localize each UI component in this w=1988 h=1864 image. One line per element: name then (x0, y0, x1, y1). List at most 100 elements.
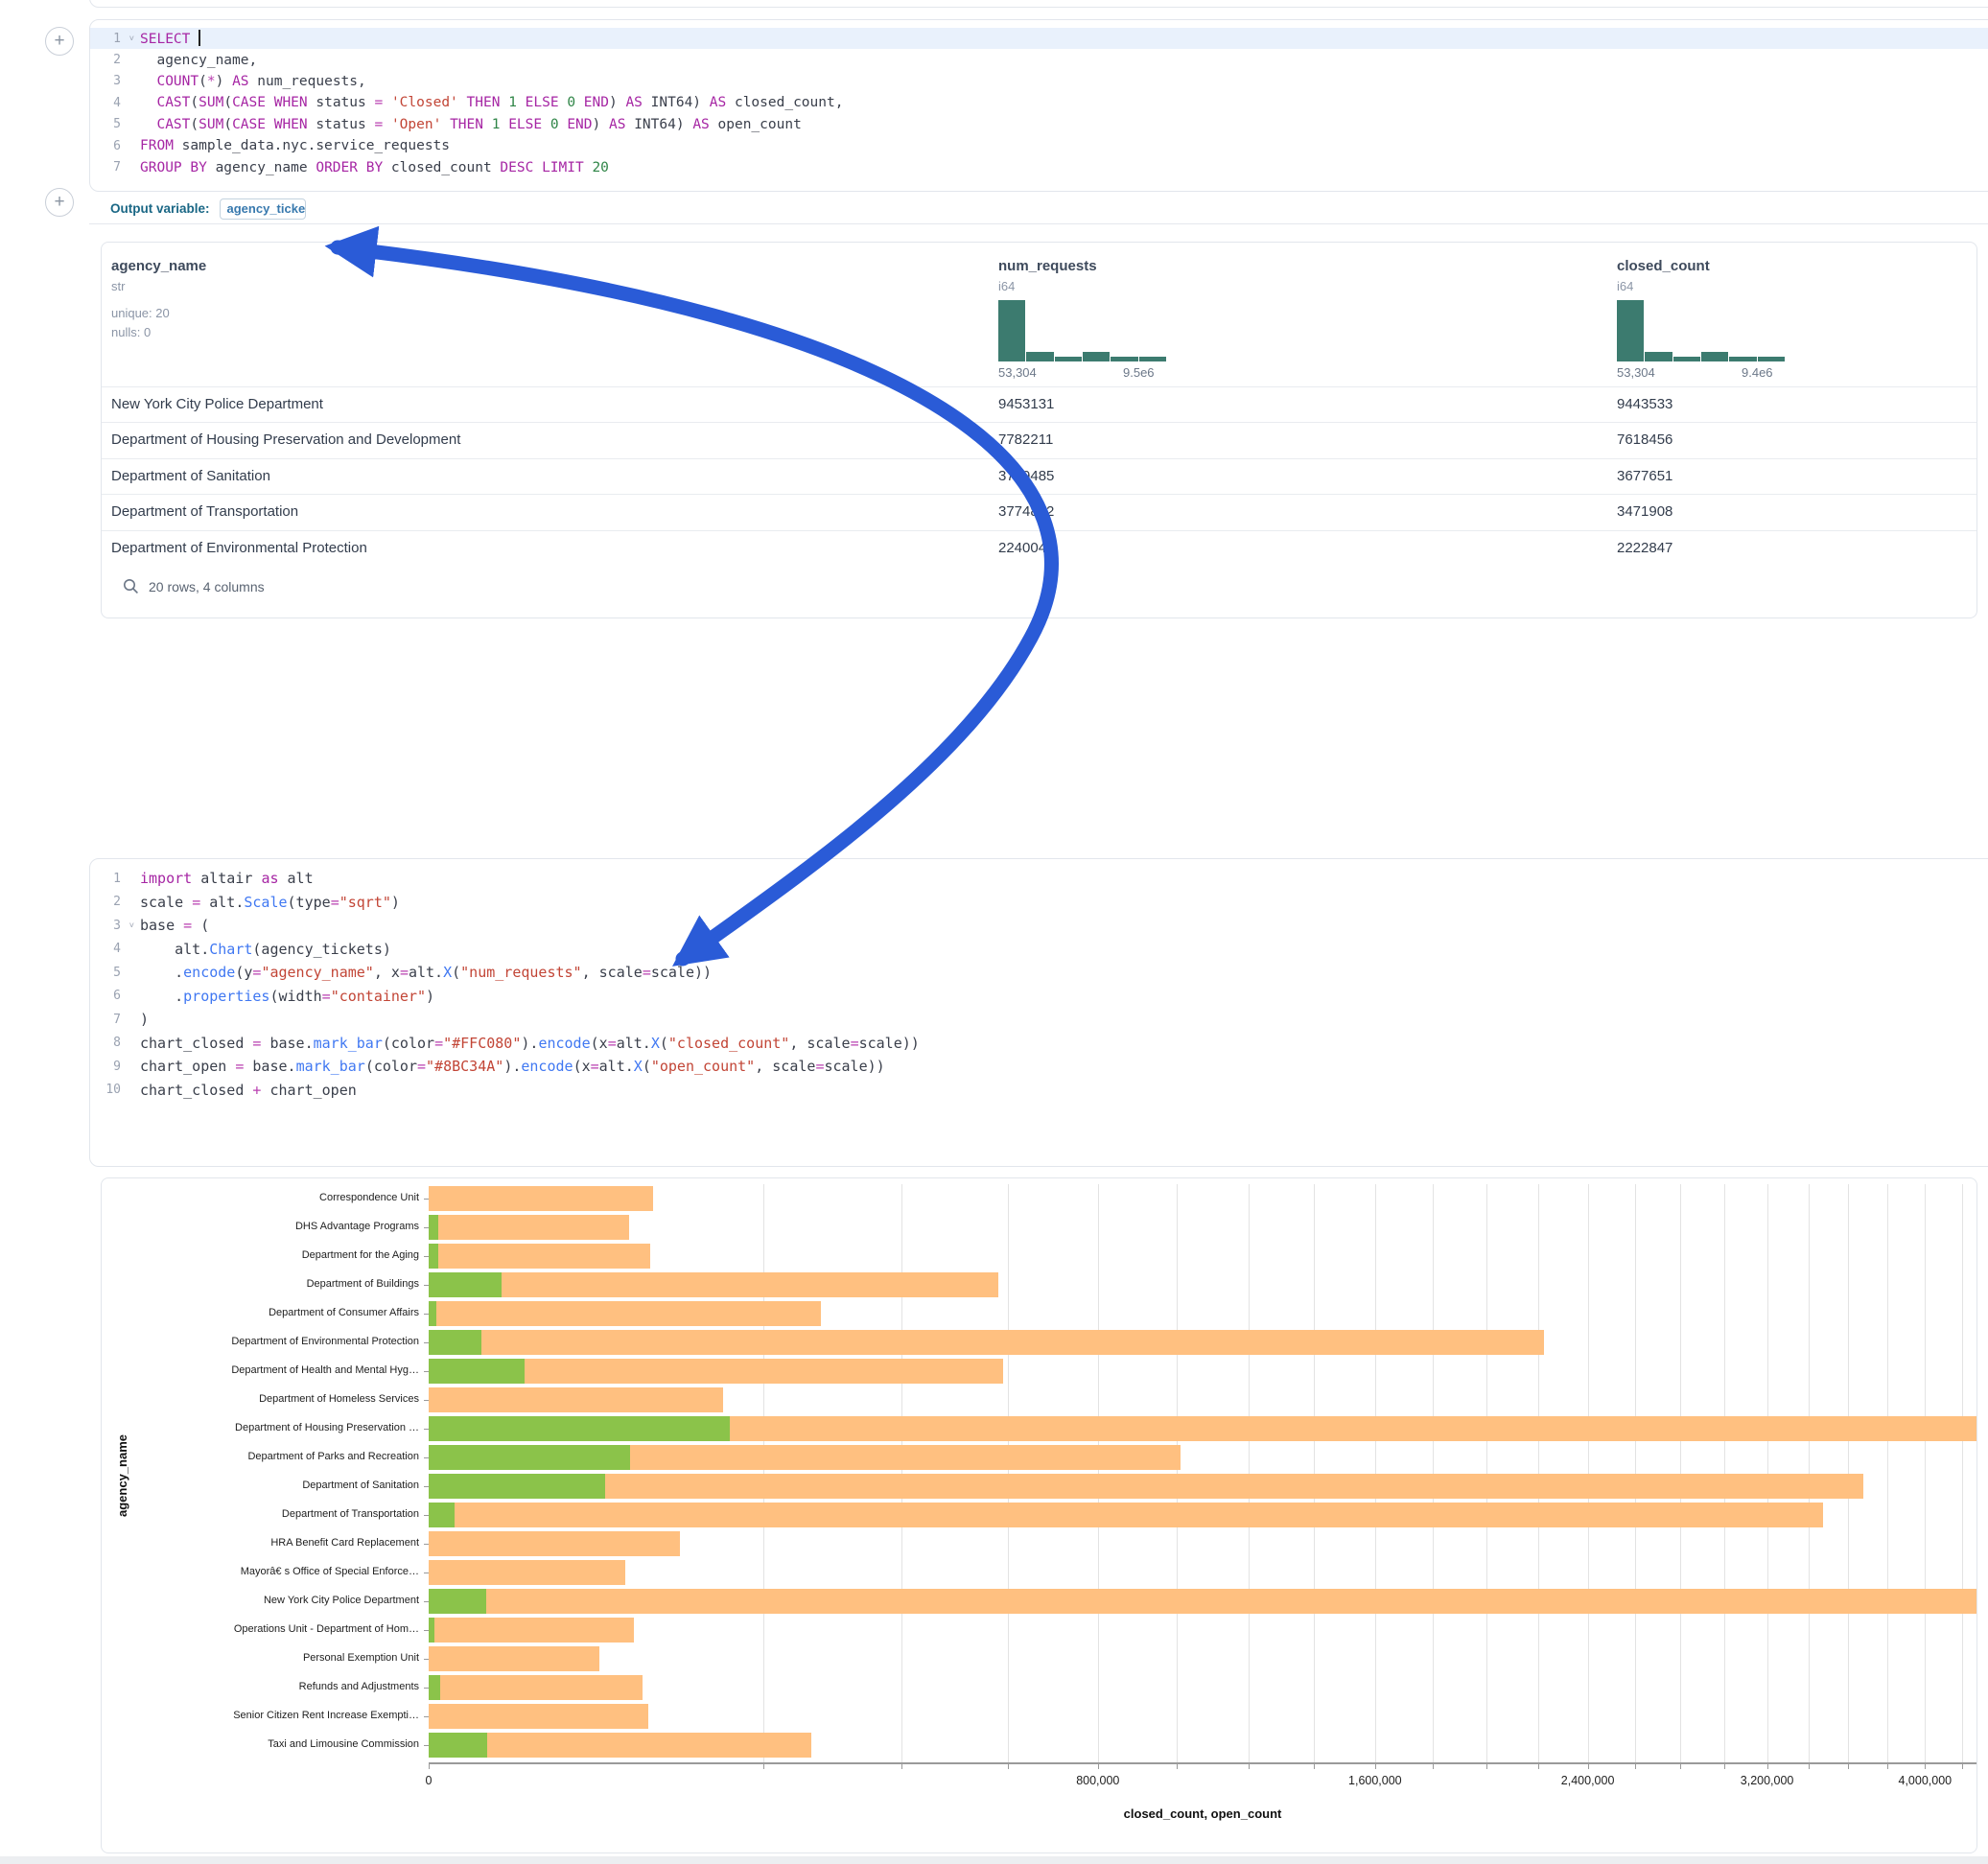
code-line[interactable]: 6 .properties(width="container") (90, 985, 1988, 1009)
code-line[interactable]: 5 CAST(SUM(CASE WHEN status = 'Open' THE… (90, 114, 1988, 135)
page-bottom-strip (0, 1856, 1988, 1864)
code-line[interactable]: 1˅SELECT (90, 28, 1988, 49)
code-line[interactable]: 8chart_closed = base.mark_bar(color="#FF… (90, 1032, 1988, 1056)
python-code-editor[interactable]: 1import altair as alt2scale = alt.Scale(… (90, 859, 1988, 1166)
code-line[interactable]: 1import altair as alt (90, 867, 1988, 891)
x-axis-tick-label: 2,400,000 (1561, 1774, 1615, 1787)
code-line[interactable]: 3 COUNT(*) AS num_requests, (90, 71, 1988, 92)
code-line[interactable]: 5 .encode(y="agency_name", x=alt.X("num_… (90, 961, 1988, 985)
table-cell: 7782211 (998, 431, 1053, 448)
y-axis-label: Department of Housing Preservation … (130, 1422, 419, 1433)
bar-open-count (429, 1330, 481, 1355)
bar-open-count (429, 1272, 502, 1297)
x-axis-tick-label: 3,200,000 (1741, 1774, 1794, 1787)
bar-closed-count (429, 1330, 1544, 1355)
column-histogram (998, 300, 1166, 361)
y-axis-label: Taxi and Limousine Commission (130, 1738, 419, 1750)
column-type: str (111, 279, 125, 293)
x-axis-tick (1098, 1764, 1099, 1769)
bar-closed-count (429, 1301, 821, 1326)
code-line[interactable]: 6FROM sample_data.nyc.service_requests (90, 135, 1988, 156)
y-axis-label: Correspondence Unit (130, 1192, 419, 1203)
y-axis-label: Department of Buildings (130, 1278, 419, 1290)
column-header[interactable]: num_requests (998, 258, 1097, 274)
column-histogram (1617, 300, 1785, 361)
bar-open-count (429, 1474, 605, 1499)
histogram-bar (1673, 357, 1700, 361)
x-axis-tick (1008, 1764, 1009, 1769)
table-cell: 2240041 (998, 540, 1054, 556)
x-axis-tick (1177, 1764, 1178, 1769)
histogram-bar (1729, 357, 1756, 361)
bar-closed-count (429, 1387, 723, 1412)
code-text: .properties(width="container") (125, 988, 434, 1005)
code-text: agency_name, (125, 53, 257, 68)
histogram-bar (1617, 300, 1644, 361)
text-caret (199, 30, 200, 46)
line-number: 5 (90, 117, 125, 131)
x-axis-tick (1249, 1764, 1250, 1769)
chart-x-axis-title: closed_count, open_count (1124, 1806, 1282, 1821)
table-row[interactable]: New York City Police Department945313194… (102, 386, 1976, 422)
line-number: 7 (90, 1013, 125, 1027)
y-axis-label: Department of Parks and Recreation (130, 1451, 419, 1462)
x-axis-tick (429, 1764, 430, 1769)
code-line[interactable]: 10chart_closed + chart_open (90, 1079, 1988, 1103)
code-text: chart_closed + chart_open (125, 1082, 357, 1099)
histogram-bar (1083, 352, 1110, 361)
column-header[interactable]: closed_count (1617, 258, 1710, 274)
code-text: .encode(y="agency_name", x=alt.X("num_re… (125, 964, 712, 981)
code-text: FROM sample_data.nyc.service_requests (125, 138, 450, 153)
x-axis-tick (1538, 1764, 1539, 1769)
y-axis-label: Department of Transportation (130, 1508, 419, 1520)
bar-closed-count (429, 1244, 650, 1269)
code-line[interactable]: 2 agency_name, (90, 49, 1988, 70)
code-text: chart_open = base.mark_bar(color="#8BC34… (125, 1058, 885, 1075)
line-number: 3 (90, 74, 125, 88)
bar-closed-count (429, 1675, 643, 1700)
fold-chevron-icon[interactable]: ˅ (129, 35, 134, 44)
x-axis-tick (1680, 1764, 1681, 1769)
x-axis-tick (1314, 1764, 1315, 1769)
output-variable-pill[interactable]: agency_tickets (220, 198, 306, 220)
code-line[interactable]: 4 CAST(SUM(CASE WHEN status = 'Closed' T… (90, 92, 1988, 113)
bar-closed-count (429, 1646, 599, 1671)
output-variable-label: Output variable: (110, 201, 210, 216)
bar-open-count (429, 1589, 486, 1614)
column-header[interactable]: agency_name (111, 258, 206, 274)
table-row[interactable]: Department of Environmental Protection22… (102, 530, 1976, 566)
x-axis-tick (1433, 1764, 1434, 1769)
fold-chevron-icon[interactable]: ˅ (129, 921, 134, 931)
x-axis-tick (1887, 1764, 1888, 1769)
add-cell-button-top[interactable]: + (45, 27, 74, 56)
code-line[interactable]: 3˅base = ( (90, 914, 1988, 938)
y-axis-label: Personal Exemption Unit (130, 1652, 419, 1664)
table-row[interactable]: Department of Housing Preservation and D… (102, 422, 1976, 457)
y-axis-label: Department of Consumer Affairs (130, 1307, 419, 1318)
code-text: scale = alt.Scale(type="sqrt") (125, 894, 400, 911)
code-line[interactable]: 9chart_open = base.mark_bar(color="#8BC3… (90, 1055, 1988, 1079)
bar-closed-count (429, 1560, 625, 1585)
table-cell: Department of Sanitation (111, 468, 270, 484)
line-number: 3˅ (90, 919, 125, 933)
table-row[interactable]: Department of Transportation377489234719… (102, 494, 1976, 529)
y-axis-label: Department of Sanitation (130, 1480, 419, 1491)
x-axis-tick-label: 0 (426, 1774, 433, 1787)
code-text: base = ( (125, 917, 209, 934)
code-text: COUNT(*) AS num_requests, (125, 74, 366, 89)
y-axis-label: HRA Benefit Card Replacement (130, 1537, 419, 1549)
code-line[interactable]: 4 alt.Chart(agency_tickets) (90, 938, 1988, 962)
table-cell: Department of Transportation (111, 503, 298, 520)
code-line[interactable]: 7GROUP BY agency_name ORDER BY closed_co… (90, 156, 1988, 177)
y-axis-label: Department of Health and Mental Hyg… (130, 1364, 419, 1376)
code-line[interactable]: 2scale = alt.Scale(type="sqrt") (90, 891, 1988, 915)
add-cell-button-output[interactable]: + (45, 188, 74, 217)
table-cell: Department of Housing Preservation and D… (111, 431, 460, 448)
search-icon[interactable] (123, 578, 139, 594)
code-line[interactable]: 7) (90, 1008, 1988, 1032)
line-number: 2 (90, 895, 125, 909)
table-row[interactable]: Department of Sanitation37494853677651 (102, 458, 1976, 494)
x-axis-tick (1486, 1764, 1487, 1769)
code-text: SELECT (125, 30, 200, 47)
sql-code-editor[interactable]: 1˅SELECT 2 agency_name,3 COUNT(*) AS num… (90, 20, 1988, 191)
